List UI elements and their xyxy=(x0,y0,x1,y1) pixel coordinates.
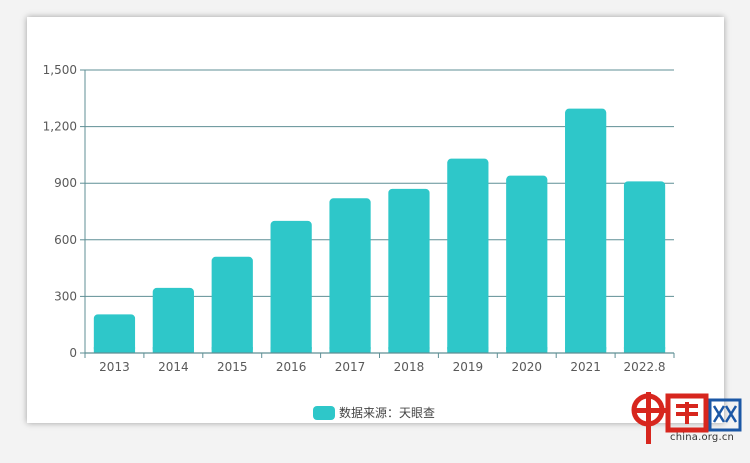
watermark-url: china.org.cn xyxy=(670,432,735,443)
bar-base xyxy=(270,347,312,353)
bar-base xyxy=(152,347,194,353)
x-tick-label: 2015 xyxy=(217,360,248,374)
bar-base xyxy=(388,347,430,353)
y-tick-label: 1,500 xyxy=(43,63,77,77)
x-tick-label: 2020 xyxy=(511,360,542,374)
bar xyxy=(388,188,430,353)
bar xyxy=(329,198,371,353)
bar-series xyxy=(93,108,666,353)
x-tick-label: 2014 xyxy=(158,360,189,374)
y-tick-label: 900 xyxy=(54,176,77,190)
bar-base xyxy=(211,347,253,353)
x-tick-label: 2013 xyxy=(99,360,130,374)
x-tick-label: 2017 xyxy=(335,360,366,374)
china-logo-icon xyxy=(631,392,742,444)
y-tick-label: 0 xyxy=(69,346,77,360)
legend-label[interactable]: 数据来源：天眼查 xyxy=(339,405,435,420)
bar xyxy=(152,287,194,353)
x-tick-label: 2019 xyxy=(453,360,484,374)
bar-base xyxy=(93,347,136,353)
x-tick-label: 2021 xyxy=(570,360,601,374)
bar xyxy=(623,181,666,353)
bar-base xyxy=(447,347,489,353)
bar xyxy=(211,256,253,353)
y-tick-label: 1,200 xyxy=(43,120,77,134)
y-tick-label: 600 xyxy=(54,233,77,247)
y-tick-label: 300 xyxy=(54,289,77,303)
bar xyxy=(93,314,136,353)
bar xyxy=(506,175,548,353)
bar-base xyxy=(506,347,548,353)
bar-base xyxy=(329,347,371,353)
bar-base xyxy=(623,347,666,353)
x-tick-label: 2022.8 xyxy=(624,360,666,374)
bar xyxy=(447,158,489,353)
x-tick-label: 2018 xyxy=(394,360,425,374)
legend-swatch[interactable] xyxy=(313,406,335,420)
x-axis: 2013 2014 2015 2016 2017 2018 2019 2020 2021 2022… xyxy=(84,352,675,374)
y-axis: 0 300 600 900 1,200 1,500 xyxy=(43,63,86,360)
legend[interactable]: 数据来源：天眼查 xyxy=(313,405,435,420)
chart-card: 0 300 600 900 1,200 1,500 2013 2014 2015 2016 201… xyxy=(27,17,724,423)
bar xyxy=(270,220,312,353)
china-org-cn-watermark: china.org.cn xyxy=(628,388,750,459)
x-tick-label: 2016 xyxy=(276,360,307,374)
bar xyxy=(565,108,607,353)
bar-base xyxy=(565,347,607,353)
